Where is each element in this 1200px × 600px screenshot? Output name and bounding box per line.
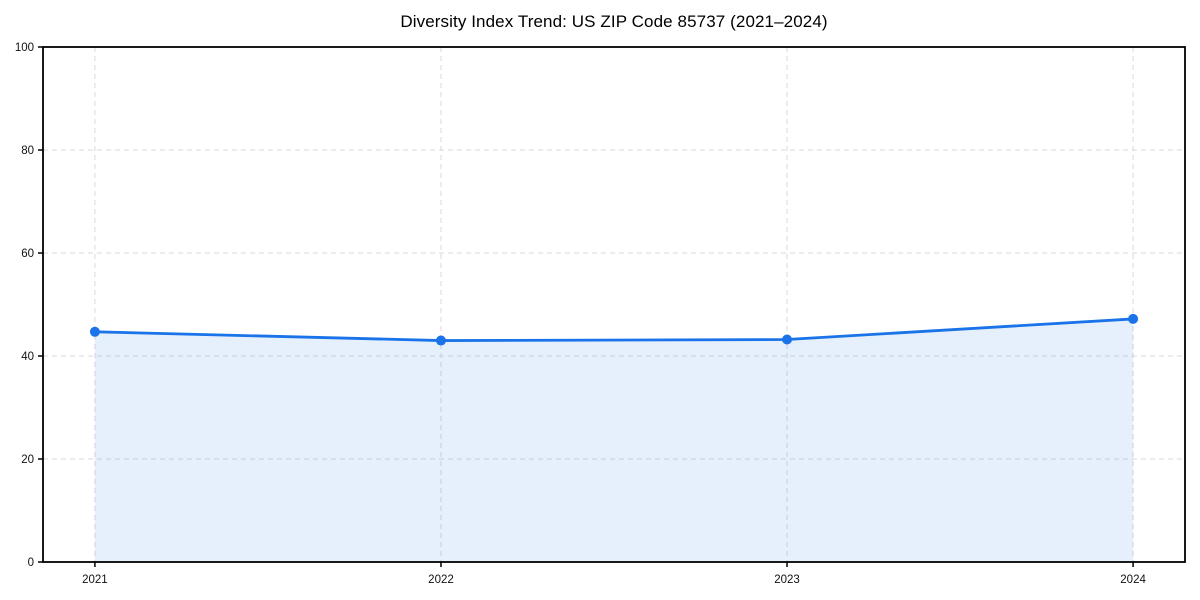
y-tick-label: 60 — [21, 248, 34, 260]
data-point-marker — [782, 334, 793, 345]
y-tick-label: 20 — [21, 454, 34, 466]
x-tick-label: 2022 — [428, 574, 454, 586]
chart-title: Diversity Index Trend: US ZIP Code 85737… — [400, 12, 828, 31]
y-tick-label: 100 — [15, 42, 34, 54]
data-point-marker — [435, 335, 446, 346]
x-tick-label: 2024 — [1120, 574, 1146, 586]
y-axis: 0 20 40 60 80 100 — [15, 42, 43, 569]
series-line — [93, 317, 1135, 342]
data-point-marker — [89, 326, 100, 337]
x-tick-label: 2023 — [774, 574, 800, 586]
y-tick-label: 0 — [28, 557, 34, 569]
x-tick-label: 2021 — [82, 574, 108, 586]
y-tick-label: 80 — [21, 145, 34, 157]
y-tick-label: 40 — [21, 351, 34, 363]
area-fill — [94, 318, 1134, 562]
x-axis: 2021 2022 2023 2024 — [82, 562, 1146, 586]
plot-frame — [42, 46, 1186, 563]
data-point-markers — [89, 313, 1139, 346]
data-point-marker — [1128, 313, 1139, 324]
